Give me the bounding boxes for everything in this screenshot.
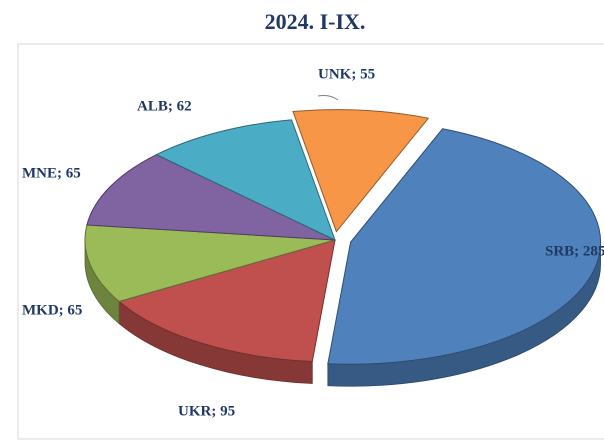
data-label: SRB; 285 xyxy=(545,243,604,259)
data-label: ALB; 62 xyxy=(137,98,192,114)
slice xyxy=(117,239,336,363)
data-label: MKD; 65 xyxy=(22,302,82,318)
data-label: UKR; 95 xyxy=(178,403,235,419)
slice xyxy=(327,128,602,365)
leader-line xyxy=(317,95,339,101)
chart-title: 2024. I-IX. xyxy=(265,9,366,34)
data-label: UNK; 55 xyxy=(318,66,375,82)
slice xyxy=(86,154,336,241)
slice xyxy=(84,224,336,302)
slice xyxy=(292,109,430,233)
data-label: MNE; 65 xyxy=(22,165,81,181)
slice xyxy=(155,119,336,241)
